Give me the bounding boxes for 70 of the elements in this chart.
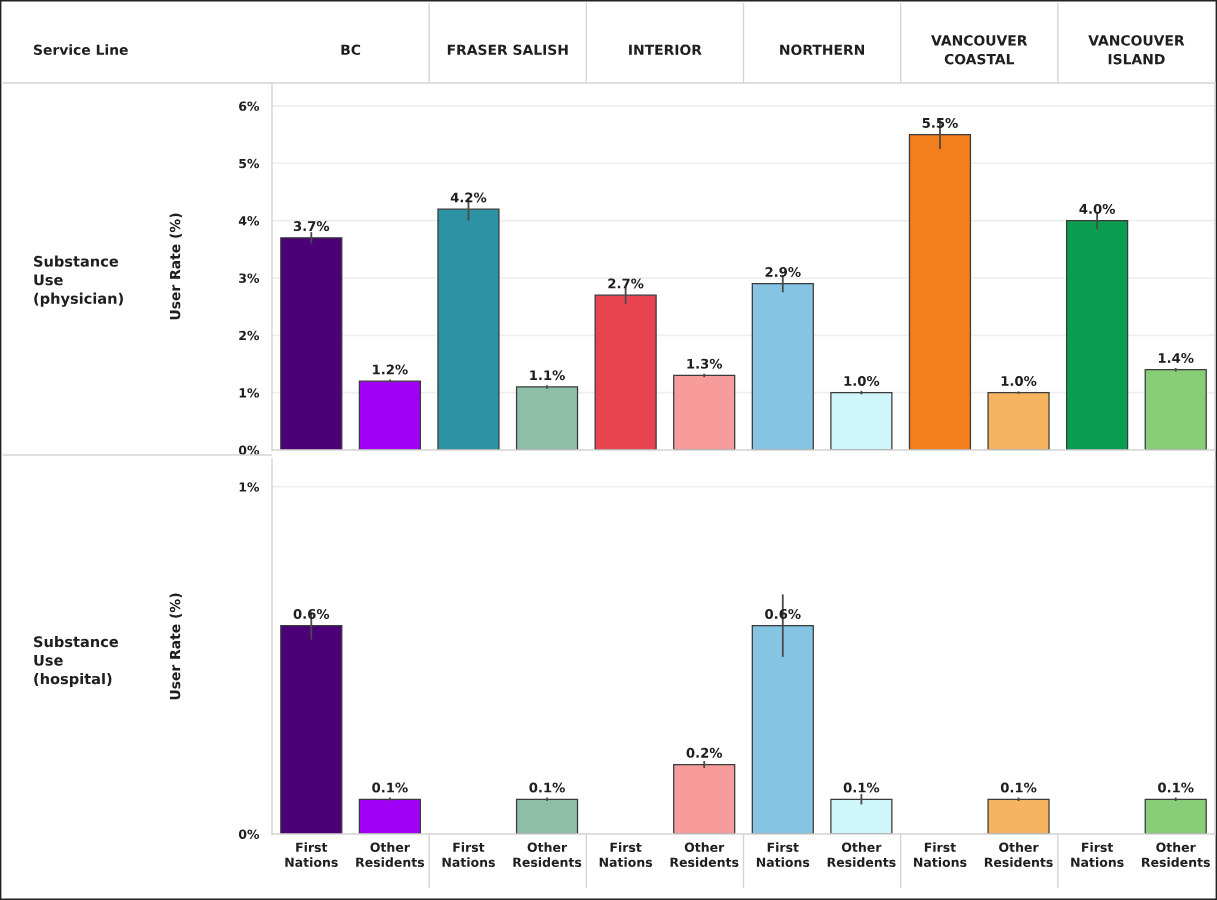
y-tick-label: 4%: [238, 216, 260, 226]
x-tick-label: INTERIOR: [629, 44, 702, 56]
y-tick-label: 0%: [238, 445, 260, 455]
x-tick-label: BC: [341, 44, 361, 56]
data-label: 1.3%: [687, 358, 723, 369]
bar: [673, 763, 736, 834]
data-label: 0.1%: [529, 782, 565, 793]
text: First Nations: [1071, 842, 1124, 867]
y-tick-label: 1%: [239, 388, 260, 398]
data-label: 0.1%: [1158, 782, 1194, 793]
x-tick-label: VANCOUVER ISLAND: [1088, 35, 1185, 65]
bar: [987, 392, 1050, 450]
bar: [987, 798, 1050, 834]
bar: [358, 798, 421, 834]
text: Substance Use (physician): [34, 255, 123, 307]
bar: [437, 208, 500, 450]
data-label: 1.0%: [844, 375, 880, 386]
text: Other Residents: [513, 842, 582, 867]
bar: [751, 625, 814, 834]
bar: [908, 133, 972, 450]
text: First Nations: [914, 842, 967, 867]
text: Other Residents: [1142, 842, 1210, 867]
data-label: 3.7%: [293, 221, 330, 232]
text: Other Residents: [984, 842, 1053, 867]
y-axis-title: User Rate (%): [169, 213, 182, 320]
data-label: 4.2%: [450, 192, 487, 203]
text: First Nations: [442, 842, 495, 867]
text: Other Residents: [827, 842, 896, 867]
y-tick-label: 5%: [239, 158, 260, 169]
y-tick-label: 3%: [239, 273, 260, 283]
bar: [751, 283, 814, 450]
bar: [515, 386, 579, 450]
series-label: Other Residents: [356, 842, 425, 867]
bar: [1066, 219, 1129, 450]
data-label: 2.9%: [765, 267, 801, 277]
data-label: 1.1%: [530, 370, 565, 381]
bar: [594, 294, 657, 450]
bar: [358, 380, 421, 450]
data-label: 2.7%: [608, 278, 644, 289]
data-label: 0.2%: [686, 747, 723, 758]
text: First Nations: [756, 842, 810, 867]
y-tick-label: 2%: [239, 330, 260, 341]
text: Service Line: [34, 44, 128, 56]
data-label: 4.0%: [1079, 203, 1115, 214]
bar: [830, 798, 893, 834]
bar: [280, 237, 343, 450]
y-tick-label: 1%: [239, 482, 260, 492]
x-tick-label: FRASER SALISH: [447, 44, 568, 56]
data-label: 0.6%: [293, 608, 330, 619]
y-tick-label: 0%: [238, 829, 260, 839]
bar: [515, 798, 579, 834]
bar: [1144, 369, 1207, 450]
x-tick-label: VANCOUVER COASTAL: [931, 35, 1028, 65]
text: Other Residents: [670, 842, 739, 867]
bar: [830, 392, 893, 450]
x-tick-label: NORTHERN: [780, 44, 865, 56]
bar: [1144, 798, 1207, 834]
text: First Nations: [599, 842, 653, 867]
data-label: 0.1%: [372, 782, 408, 793]
data-label: 1.2%: [373, 364, 408, 375]
bar: [673, 374, 736, 450]
y-tick-label: 6%: [239, 101, 260, 111]
data-label: 1.0%: [1001, 375, 1037, 386]
data-label: 0.1%: [1000, 782, 1037, 793]
data-label: 0.1%: [843, 782, 880, 793]
data-label: 1.4%: [1158, 353, 1194, 363]
bar: [280, 625, 343, 834]
y-axis-title: User Rate (%): [169, 593, 182, 700]
series-label: First Nations: [285, 842, 338, 867]
text: Substance Use (hospital): [34, 635, 119, 688]
